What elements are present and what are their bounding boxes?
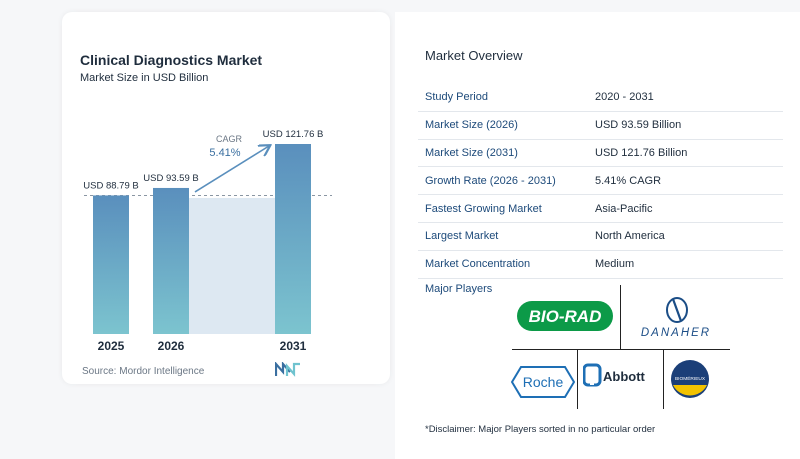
row-label: Largest Market (425, 230, 499, 243)
row-label: Market Concentration (425, 258, 531, 271)
bio-rad-logo: BIO-RAD (517, 301, 613, 331)
table-row: Market Size (2026) USD 93.59 Billion (418, 112, 783, 140)
svg-text:DANAHER: DANAHER (641, 327, 711, 339)
bar-2025 (93, 195, 129, 334)
row-value: North America (595, 230, 665, 243)
disclaimer-note: *Disclaimer: Major Players sorted in no … (425, 424, 656, 435)
x-tick-label-2025: 2025 (98, 339, 125, 353)
row-value: Medium (595, 258, 635, 271)
bar-2031 (275, 144, 311, 334)
svg-text:Roche: Roche (523, 374, 564, 390)
chart-subtitle: Market Size in USD Billion (80, 72, 209, 84)
row-label: Market Size (2026) (425, 119, 518, 132)
table-row: Study Period 2020 - 2031 (418, 84, 783, 112)
overview-table: Study Period 2020 - 2031 Market Size (20… (418, 84, 783, 279)
row-label: Growth Rate (2026 - 2031) (425, 174, 556, 187)
data-label-2026: USD 93.59 B (143, 173, 198, 184)
mordor-intelligence-logo (275, 362, 300, 377)
abbott-logo: Abbott (583, 363, 646, 387)
svg-text:Abbott: Abbott (603, 369, 646, 384)
row-label: Study Period (425, 91, 488, 104)
cagr-arrow (194, 146, 269, 193)
table-row: Fastest Growing Market Asia-Pacific (418, 195, 783, 223)
row-value: 5.41% CAGR (595, 174, 662, 187)
bar-2026 (153, 187, 189, 334)
row-label: Market Size (2031) (425, 146, 518, 159)
chart-title: Clinical Diagnostics Market (80, 52, 263, 68)
svg-text:BIO-RAD: BIO-RAD (529, 307, 602, 326)
table-row: Growth Rate (2026 - 2031) 5.41% CAGR (418, 167, 783, 196)
x-tick-label-2031: 2031 (280, 339, 307, 353)
row-value: USD 121.76 Billion (595, 146, 688, 159)
major-players-title: Major Players (425, 283, 493, 295)
grid-divider (512, 349, 730, 350)
row-value: USD 93.59 Billion (595, 119, 682, 132)
grid-divider (577, 349, 578, 409)
row-value: Asia-Pacific (595, 202, 653, 215)
table-row: Market Size (2031) USD 121.76 Billion (418, 140, 783, 168)
row-value: 2020 - 2031 (595, 91, 654, 104)
cagr-value: 5.41% (209, 147, 240, 159)
svg-text:BIOMÉRIEUX: BIOMÉRIEUX (675, 375, 706, 382)
data-label-2031: USD 121.76 B (263, 129, 324, 140)
cagr-label: CAGR (216, 134, 243, 144)
overview-title: Market Overview (425, 48, 523, 63)
grid-divider (620, 285, 621, 349)
data-label-2025: USD 88.79 B (83, 180, 138, 191)
danaher-logo: DANAHER (641, 297, 711, 339)
cagr-shaded-region (189, 197, 275, 334)
roche-logo: Roche (511, 366, 575, 398)
x-tick-label-2026: 2026 (158, 339, 185, 353)
table-row: Market Concentration Medium (418, 251, 783, 279)
grid-divider (663, 349, 664, 409)
bar-chart: USD 88.79 B 2025 USD 93.59 B 2026 USD 121.76… (83, 129, 332, 353)
row-label: Fastest Growing Market (425, 202, 542, 215)
biomerieux-logo: BIOMÉRIEUX (671, 360, 709, 398)
table-row: Largest Market North America (418, 223, 783, 251)
source-note: Source: Mordor Intelligence (82, 366, 205, 377)
